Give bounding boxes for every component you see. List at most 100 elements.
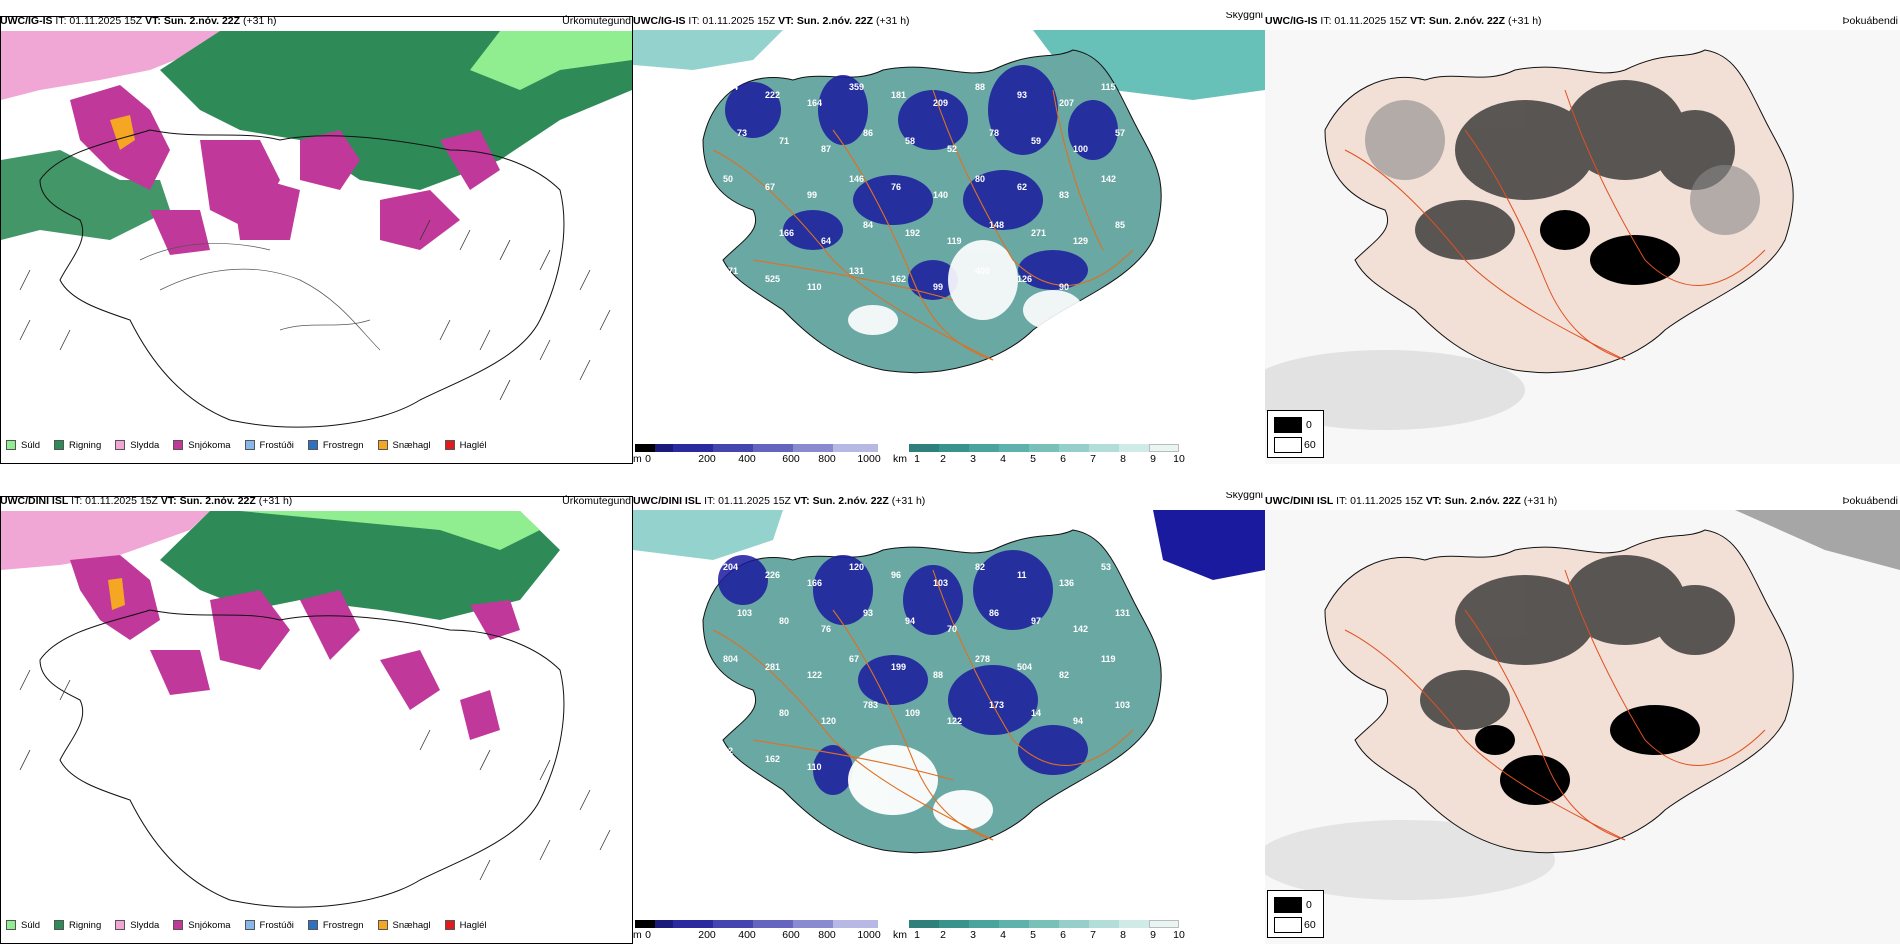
cloud-base-label: 142	[1073, 624, 1088, 634]
cloud-base-label: 271	[1031, 228, 1046, 238]
cloud-base-label: 162	[891, 274, 906, 284]
cloud-base-label: 93	[1017, 90, 1027, 100]
cloud-base-label: 181	[891, 90, 906, 100]
cloud-base-label: 164	[807, 98, 822, 108]
cloud-base-label: 204	[723, 562, 738, 572]
cloud-base-label: 70	[947, 624, 957, 634]
precip-map	[1, 511, 632, 921]
fog-legend: 0 60	[1267, 890, 1324, 938]
cloud-base-label: 126	[1017, 274, 1032, 284]
cloud-base-label: 88	[975, 82, 985, 92]
cloud-base-label: 162	[765, 754, 780, 764]
fog-panel-bottom: UWC/DINI ISL IT: 01.11.2025 15Z VT: Sun.…	[1265, 492, 1900, 944]
precip-legend: Súld Rigning Slydda Snjókoma Frostúði Fr…	[6, 436, 501, 454]
cloud-base-label: 73	[737, 128, 747, 138]
fog-map	[1265, 510, 1900, 944]
cloud-base-label: 88	[933, 670, 943, 680]
cloud-base-label: 142	[1101, 174, 1116, 184]
cloud-base-label: 86	[863, 128, 873, 138]
cloud-base-label: 103	[933, 578, 948, 588]
panel-header: UWC/DINI ISL IT: 01.11.2025 15Z VT: Sun.…	[0, 492, 633, 510]
cloud-base-label: 59	[1031, 136, 1041, 146]
cloud-base-label: 146	[849, 174, 864, 184]
cloud-base-label: 99	[807, 190, 817, 200]
panel-header: UWC/DINI ISL IT: 01.11.2025 15Z VT: Sun.…	[1265, 492, 1900, 510]
panel-title: Þokuábendi	[1842, 15, 1898, 27]
cloud-base-label: 83	[1059, 190, 1069, 200]
panel-title: Úrkomutegund	[562, 495, 631, 507]
visibility-colorbar: km 1 2 3 4 5 6 7 8 9 10	[893, 920, 1265, 942]
cloud-base-label: 121	[737, 220, 752, 230]
cloud-base-label: 120	[849, 562, 864, 572]
cloud-base-label: 100	[1073, 144, 1088, 154]
cloud-base-label: 62	[1017, 182, 1027, 192]
cloud-base-label: 122	[947, 716, 962, 726]
cloud-base-label: 122	[807, 670, 822, 680]
cloud-base-label: 93	[863, 608, 873, 618]
cloud-base-label: 207	[1059, 98, 1074, 108]
cloud-base-label: 94	[1073, 716, 1083, 726]
visibility-colorbar: km 1 2 3 4 5 6 7 8 9 10	[893, 444, 1265, 464]
cloud-panel-bottom: UWC/DINI ISL IT: 01.11.2025 15Z VT: Sun.…	[633, 492, 1265, 944]
cloud-base-label: 131	[849, 266, 864, 276]
precip-panel-top: UWC/IG-IS IT: 01.11.2025 15Z VT: Sun. 2.…	[0, 12, 633, 464]
cloud-base-label: 173	[989, 700, 1004, 710]
cloud-base-label: 166	[779, 228, 794, 238]
cloud-base-label: 400	[975, 266, 990, 276]
map-frame	[0, 496, 633, 944]
cloud-base-label: 50	[723, 174, 733, 184]
cloud-base-label: 80	[779, 616, 789, 626]
cloud-base-label: 119	[1101, 654, 1116, 664]
cloud-base-label: 11	[1017, 570, 1027, 580]
cloud-base-label: 359	[849, 82, 864, 92]
cloud-base-label: 82	[975, 562, 985, 572]
cloud-base-label: 85	[1115, 220, 1125, 230]
cloud-base-label: 119	[947, 236, 962, 246]
panel-header: UWC/IG-IS IT: 01.11.2025 15Z VT: Sun. 2.…	[0, 12, 633, 30]
cloud-base-label: 171	[723, 266, 738, 276]
cloud-base-label: 224	[723, 82, 738, 92]
cloud-base-label: 120	[821, 716, 836, 726]
cloud-base-label: 90	[1059, 282, 1069, 292]
cloud-base-label: 222	[765, 90, 780, 100]
cloud-base-label: 103	[1115, 700, 1130, 710]
cloud-base-colorbar: m 0 200 400 600 800 1000	[633, 920, 883, 942]
cloud-base-label: 103	[737, 608, 752, 618]
cloud-base-label: 57	[1115, 128, 1125, 138]
cloud-base-label: 67	[849, 654, 859, 664]
cloud-panel-top: UWC/IG-IS IT: 01.11.2025 15Z VT: Sun. 2.…	[633, 12, 1265, 464]
cloud-base-label: 64	[821, 236, 831, 246]
cloud-base-label: 783	[863, 700, 878, 710]
panel-title: Skyggni	[1225, 12, 1263, 21]
cloud-base-label: 136	[1059, 578, 1074, 588]
cloud-base-label: 97	[1031, 616, 1041, 626]
cloud-base-label: 53	[1101, 562, 1111, 572]
precip-panel-bottom: UWC/DINI ISL IT: 01.11.2025 15Z VT: Sun.…	[0, 492, 633, 944]
cloud-base-label: 52	[947, 144, 957, 154]
cloud-base-label: 58	[905, 136, 915, 146]
cloud-base-label: 278	[975, 654, 990, 664]
cloud-base-label: 90	[737, 700, 747, 710]
panel-header: UWC/DINI ISL IT: 01.11.2025 15Z VT: Sun.…	[633, 492, 1265, 510]
cloud-base-label: 92	[723, 746, 733, 756]
cloud-base-label: 14	[1031, 708, 1041, 718]
cloud-base-label: 199	[891, 662, 906, 672]
cloud-base-label: 84	[863, 220, 873, 230]
fog-legend: 0 60	[1267, 410, 1324, 458]
cloud-base-label: 80	[779, 708, 789, 718]
fog-map	[1265, 30, 1900, 464]
cloud-base-label: 76	[821, 624, 831, 634]
cloud-base-label: 166	[807, 578, 822, 588]
precip-map	[1, 31, 632, 441]
precip-legend: Súld Rigning Slydda Snjókoma Frostúði Fr…	[6, 916, 501, 934]
cloud-base-label: 804	[723, 654, 738, 664]
fog-panel-top: UWC/IG-IS IT: 01.11.2025 15Z VT: Sun. 2.…	[1265, 12, 1900, 464]
cloud-base-label: 110	[807, 762, 822, 772]
map-frame	[0, 16, 633, 464]
cloud-base-colorbar: m 0 200 400 600 800 1000	[633, 444, 883, 464]
cloud-base-label: 99	[933, 282, 943, 292]
cloud-base-label: 148	[989, 220, 1004, 230]
cloud-base-label: 86	[989, 608, 999, 618]
cloud-base-label: 87	[821, 144, 831, 154]
cloud-base-label: 209	[933, 98, 948, 108]
